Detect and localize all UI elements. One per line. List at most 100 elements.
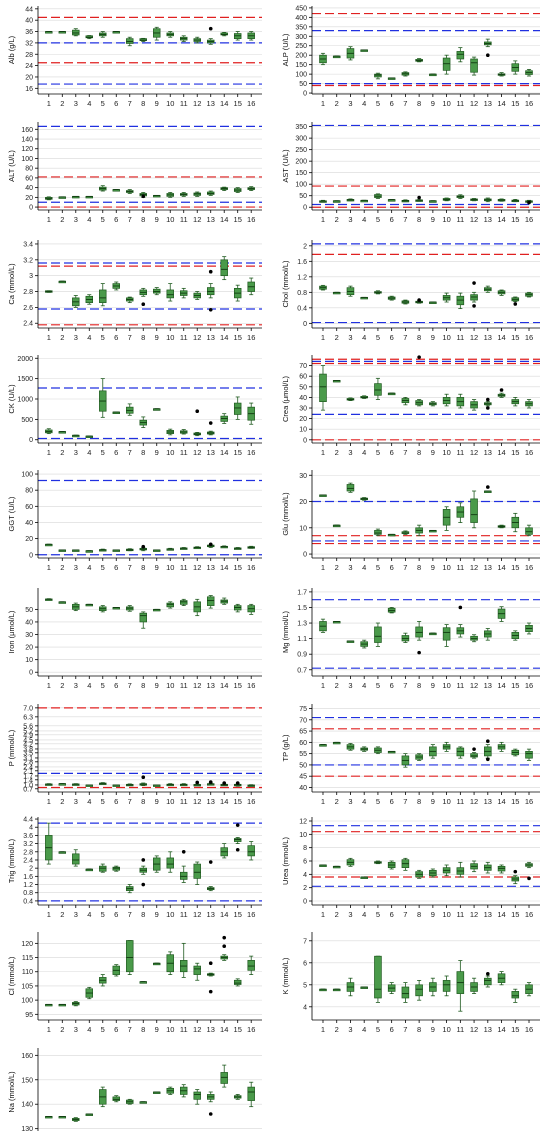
outlier-point bbox=[486, 53, 490, 58]
x-tick-label: 1 bbox=[47, 215, 51, 224]
y-axis-label: Trig (mmol/L) bbox=[7, 838, 16, 883]
x-tick-label: 10 bbox=[166, 1025, 174, 1034]
y-tick-label: 0.8 bbox=[23, 890, 33, 897]
box bbox=[319, 373, 327, 403]
y-tick-label: 75 bbox=[299, 706, 307, 713]
y-axis-label: K (mmol/L) bbox=[281, 957, 290, 994]
x-tick-label: 4 bbox=[87, 333, 91, 342]
y-tick-label: 100 bbox=[295, 182, 307, 189]
x-tick-label: 5 bbox=[101, 681, 105, 690]
y-tick-label: 1000 bbox=[17, 397, 33, 404]
x-tick-label: 12 bbox=[470, 215, 478, 224]
y-axis-label: P (mmol/L) bbox=[7, 729, 16, 766]
outlier-point bbox=[141, 194, 146, 199]
y-axis-label: ALT (U/L) bbox=[7, 150, 16, 182]
outlier-point bbox=[486, 757, 490, 762]
x-tick-label: 1 bbox=[321, 448, 325, 457]
y-tick-label: 1.0 bbox=[23, 782, 33, 789]
y-tick-label: 20 bbox=[25, 536, 33, 543]
x-tick-label: 15 bbox=[234, 910, 242, 919]
x-tick-label: 14 bbox=[497, 215, 505, 224]
x-tick-label: 10 bbox=[166, 910, 174, 919]
box bbox=[484, 977, 492, 986]
y-tick-label: 0.7 bbox=[297, 667, 307, 674]
y-tick-label: 50 bbox=[299, 81, 307, 88]
x-tick-label: 10 bbox=[442, 563, 450, 572]
x-tick-label: 5 bbox=[101, 99, 105, 108]
x-tick-label: 7 bbox=[403, 1025, 407, 1034]
x-tick-label: 3 bbox=[348, 448, 352, 457]
y-tick-label: 40 bbox=[299, 785, 307, 792]
x-tick-label: 14 bbox=[497, 1025, 505, 1034]
y-tick-label: 2.8 bbox=[23, 759, 33, 766]
x-tick-label: 14 bbox=[497, 681, 505, 690]
y-tick-label: 1.7 bbox=[297, 589, 307, 596]
x-tick-label: 13 bbox=[484, 681, 492, 690]
x-tick-label: 12 bbox=[193, 333, 201, 342]
y-tick-label: 0.4 bbox=[297, 305, 307, 312]
y-tick-label: 80 bbox=[25, 166, 33, 173]
y-tick-label: 100 bbox=[295, 72, 307, 79]
x-tick-label: 1 bbox=[47, 563, 51, 572]
outlier-point bbox=[499, 388, 504, 392]
x-tick-label: 14 bbox=[497, 563, 505, 572]
y-tick-label: 10 bbox=[299, 832, 307, 839]
y-tick-label: 36 bbox=[25, 29, 33, 36]
x-tick-label: 6 bbox=[114, 215, 118, 224]
x-tick-label: 3 bbox=[348, 99, 352, 108]
x-tick-label: 10 bbox=[166, 99, 174, 108]
x-tick-label: 4 bbox=[87, 215, 91, 224]
box bbox=[233, 838, 242, 842]
outlier-point bbox=[141, 775, 146, 780]
x-tick-label: 4 bbox=[362, 333, 366, 342]
x-tick-label: 7 bbox=[403, 215, 407, 224]
y-tick-label: 1.5 bbox=[297, 605, 307, 612]
x-tick-label: 16 bbox=[247, 215, 255, 224]
x-tick-label: 8 bbox=[141, 333, 145, 342]
y-tick-label: 1.6 bbox=[297, 259, 307, 266]
y-tick-label: 2.8 bbox=[23, 849, 33, 856]
x-tick-label: 8 bbox=[417, 448, 421, 457]
y-axis-label: CK (U/L) bbox=[7, 384, 16, 414]
x-tick-label: 6 bbox=[390, 215, 394, 224]
x-tick-label: 9 bbox=[431, 215, 435, 224]
y-tick-label: 2 bbox=[303, 243, 307, 250]
y-tick-label: 55 bbox=[299, 751, 307, 758]
y-tick-label: 6 bbox=[303, 960, 307, 967]
box bbox=[470, 753, 478, 758]
outlier-point bbox=[235, 847, 240, 852]
x-tick-label: 2 bbox=[60, 99, 64, 108]
x-tick-label: 3 bbox=[74, 333, 78, 342]
y-tick-label: 10 bbox=[25, 657, 33, 664]
x-tick-label: 8 bbox=[141, 99, 145, 108]
x-tick-label: 16 bbox=[247, 910, 255, 919]
y-tick-label: 2.4 bbox=[23, 321, 33, 328]
x-tick-label: 8 bbox=[141, 448, 145, 457]
y-tick-label: 0 bbox=[303, 321, 307, 328]
x-tick-label: 4 bbox=[87, 910, 91, 919]
y-tick-label: 0 bbox=[303, 205, 307, 212]
outlier-point bbox=[527, 200, 531, 205]
outlier-point bbox=[222, 935, 227, 940]
x-tick-label: 12 bbox=[193, 563, 201, 572]
x-tick-label: 6 bbox=[390, 563, 394, 572]
y-axis-label: Ca (mmol/L) bbox=[7, 263, 16, 305]
y-tick-label: 6.3 bbox=[23, 714, 33, 721]
x-tick-label: 6 bbox=[114, 333, 118, 342]
y-tick-label: 3.2 bbox=[23, 257, 33, 264]
y-tick-label: 0 bbox=[29, 437, 33, 444]
y-tick-label: 70 bbox=[299, 363, 307, 370]
x-tick-label: 14 bbox=[220, 910, 228, 919]
x-tick-label: 4 bbox=[87, 1025, 91, 1034]
x-tick-label: 11 bbox=[180, 1025, 188, 1034]
x-tick-label: 7 bbox=[128, 910, 132, 919]
x-tick-label: 5 bbox=[376, 563, 380, 572]
y-tick-label: 250 bbox=[295, 43, 307, 50]
x-tick-label: 3 bbox=[74, 1025, 78, 1034]
y-tick-label: 1.3 bbox=[297, 621, 307, 628]
x-tick-label: 2 bbox=[335, 215, 339, 224]
x-tick-label: 13 bbox=[207, 448, 215, 457]
x-tick-label: 6 bbox=[114, 99, 118, 108]
